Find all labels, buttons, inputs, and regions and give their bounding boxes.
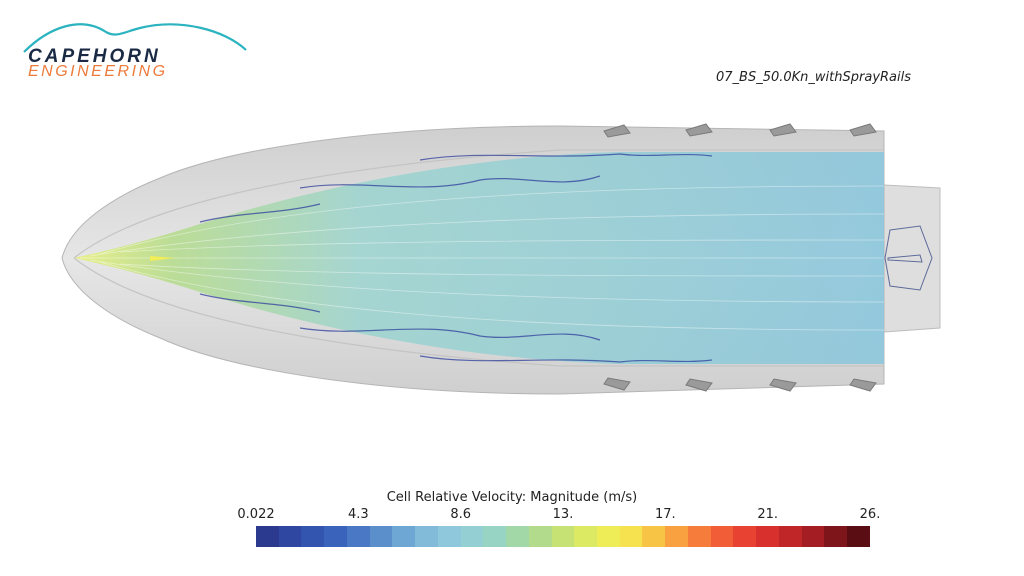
outboard-outline bbox=[884, 225, 933, 291]
case-label: 07_BS_50.0Kn_withSprayRails bbox=[716, 70, 912, 85]
flow-field bbox=[74, 152, 884, 364]
bow-highlight bbox=[150, 256, 175, 261]
legend-title: Cell Relative Velocity: Magnitude (m/s) bbox=[386, 490, 638, 505]
colorbar-swatch bbox=[847, 526, 870, 547]
colorbar-swatch bbox=[778, 526, 802, 547]
colorbar-swatch bbox=[574, 526, 598, 547]
spray-rail-streaks bbox=[199, 153, 713, 363]
legend-tick-label: 13. bbox=[552, 507, 574, 522]
capehorn-engineering-logo: CAPEHORN ENGINEERING bbox=[23, 23, 247, 78]
colorbar-swatch bbox=[483, 526, 507, 547]
colorbar-swatch bbox=[597, 526, 620, 547]
colorbar-swatch bbox=[687, 526, 711, 547]
legend-tick-label: 21. bbox=[757, 507, 778, 522]
legend-tick-label: 8.6 bbox=[450, 507, 471, 522]
colorbar-swatch bbox=[551, 526, 575, 547]
colorbar-swatch bbox=[460, 526, 484, 547]
logo-swoosh bbox=[23, 23, 247, 53]
spray-rails-top bbox=[603, 123, 877, 138]
outboard-skeg bbox=[887, 254, 923, 263]
spray-rails-bottom bbox=[603, 377, 877, 392]
colorbar-swatch bbox=[824, 526, 848, 547]
colorbar-swatch bbox=[256, 526, 279, 547]
colorbar-swatch bbox=[278, 526, 302, 547]
colorbar-swatch bbox=[415, 526, 438, 547]
legend-tick-label: 26. bbox=[859, 507, 881, 522]
colorbar-swatch bbox=[437, 526, 461, 547]
colorbar-swatch bbox=[801, 526, 825, 547]
colorbar-swatch bbox=[346, 526, 370, 547]
streamlines bbox=[80, 185, 885, 331]
colorbar-swatch bbox=[665, 526, 688, 547]
chine-line-top bbox=[73, 149, 884, 259]
colorbar-swatch bbox=[733, 526, 757, 547]
colorbar-swatch bbox=[506, 526, 529, 547]
colorbar-swatch bbox=[324, 526, 347, 547]
colorbar-swatch bbox=[301, 526, 325, 547]
colorbar-swatch bbox=[392, 526, 416, 547]
colorbar-swatch bbox=[619, 526, 643, 547]
chine-line-bottom bbox=[73, 257, 884, 367]
colorbar-swatch bbox=[369, 526, 393, 547]
logo-line1: CAPEHORN bbox=[28, 46, 161, 67]
legend-tick-label: 17. bbox=[654, 507, 676, 522]
colorbar-swatch bbox=[528, 526, 552, 547]
colorbar bbox=[256, 526, 870, 547]
legend-tick-label: 4.3 bbox=[347, 507, 369, 522]
colorbar-swatch bbox=[642, 526, 666, 547]
colorbar-swatch bbox=[710, 526, 734, 547]
logo-line2: ENGINEERING bbox=[28, 63, 168, 78]
colorbar-swatch bbox=[756, 526, 779, 547]
legend-tick-label: 0.022 bbox=[237, 507, 275, 522]
